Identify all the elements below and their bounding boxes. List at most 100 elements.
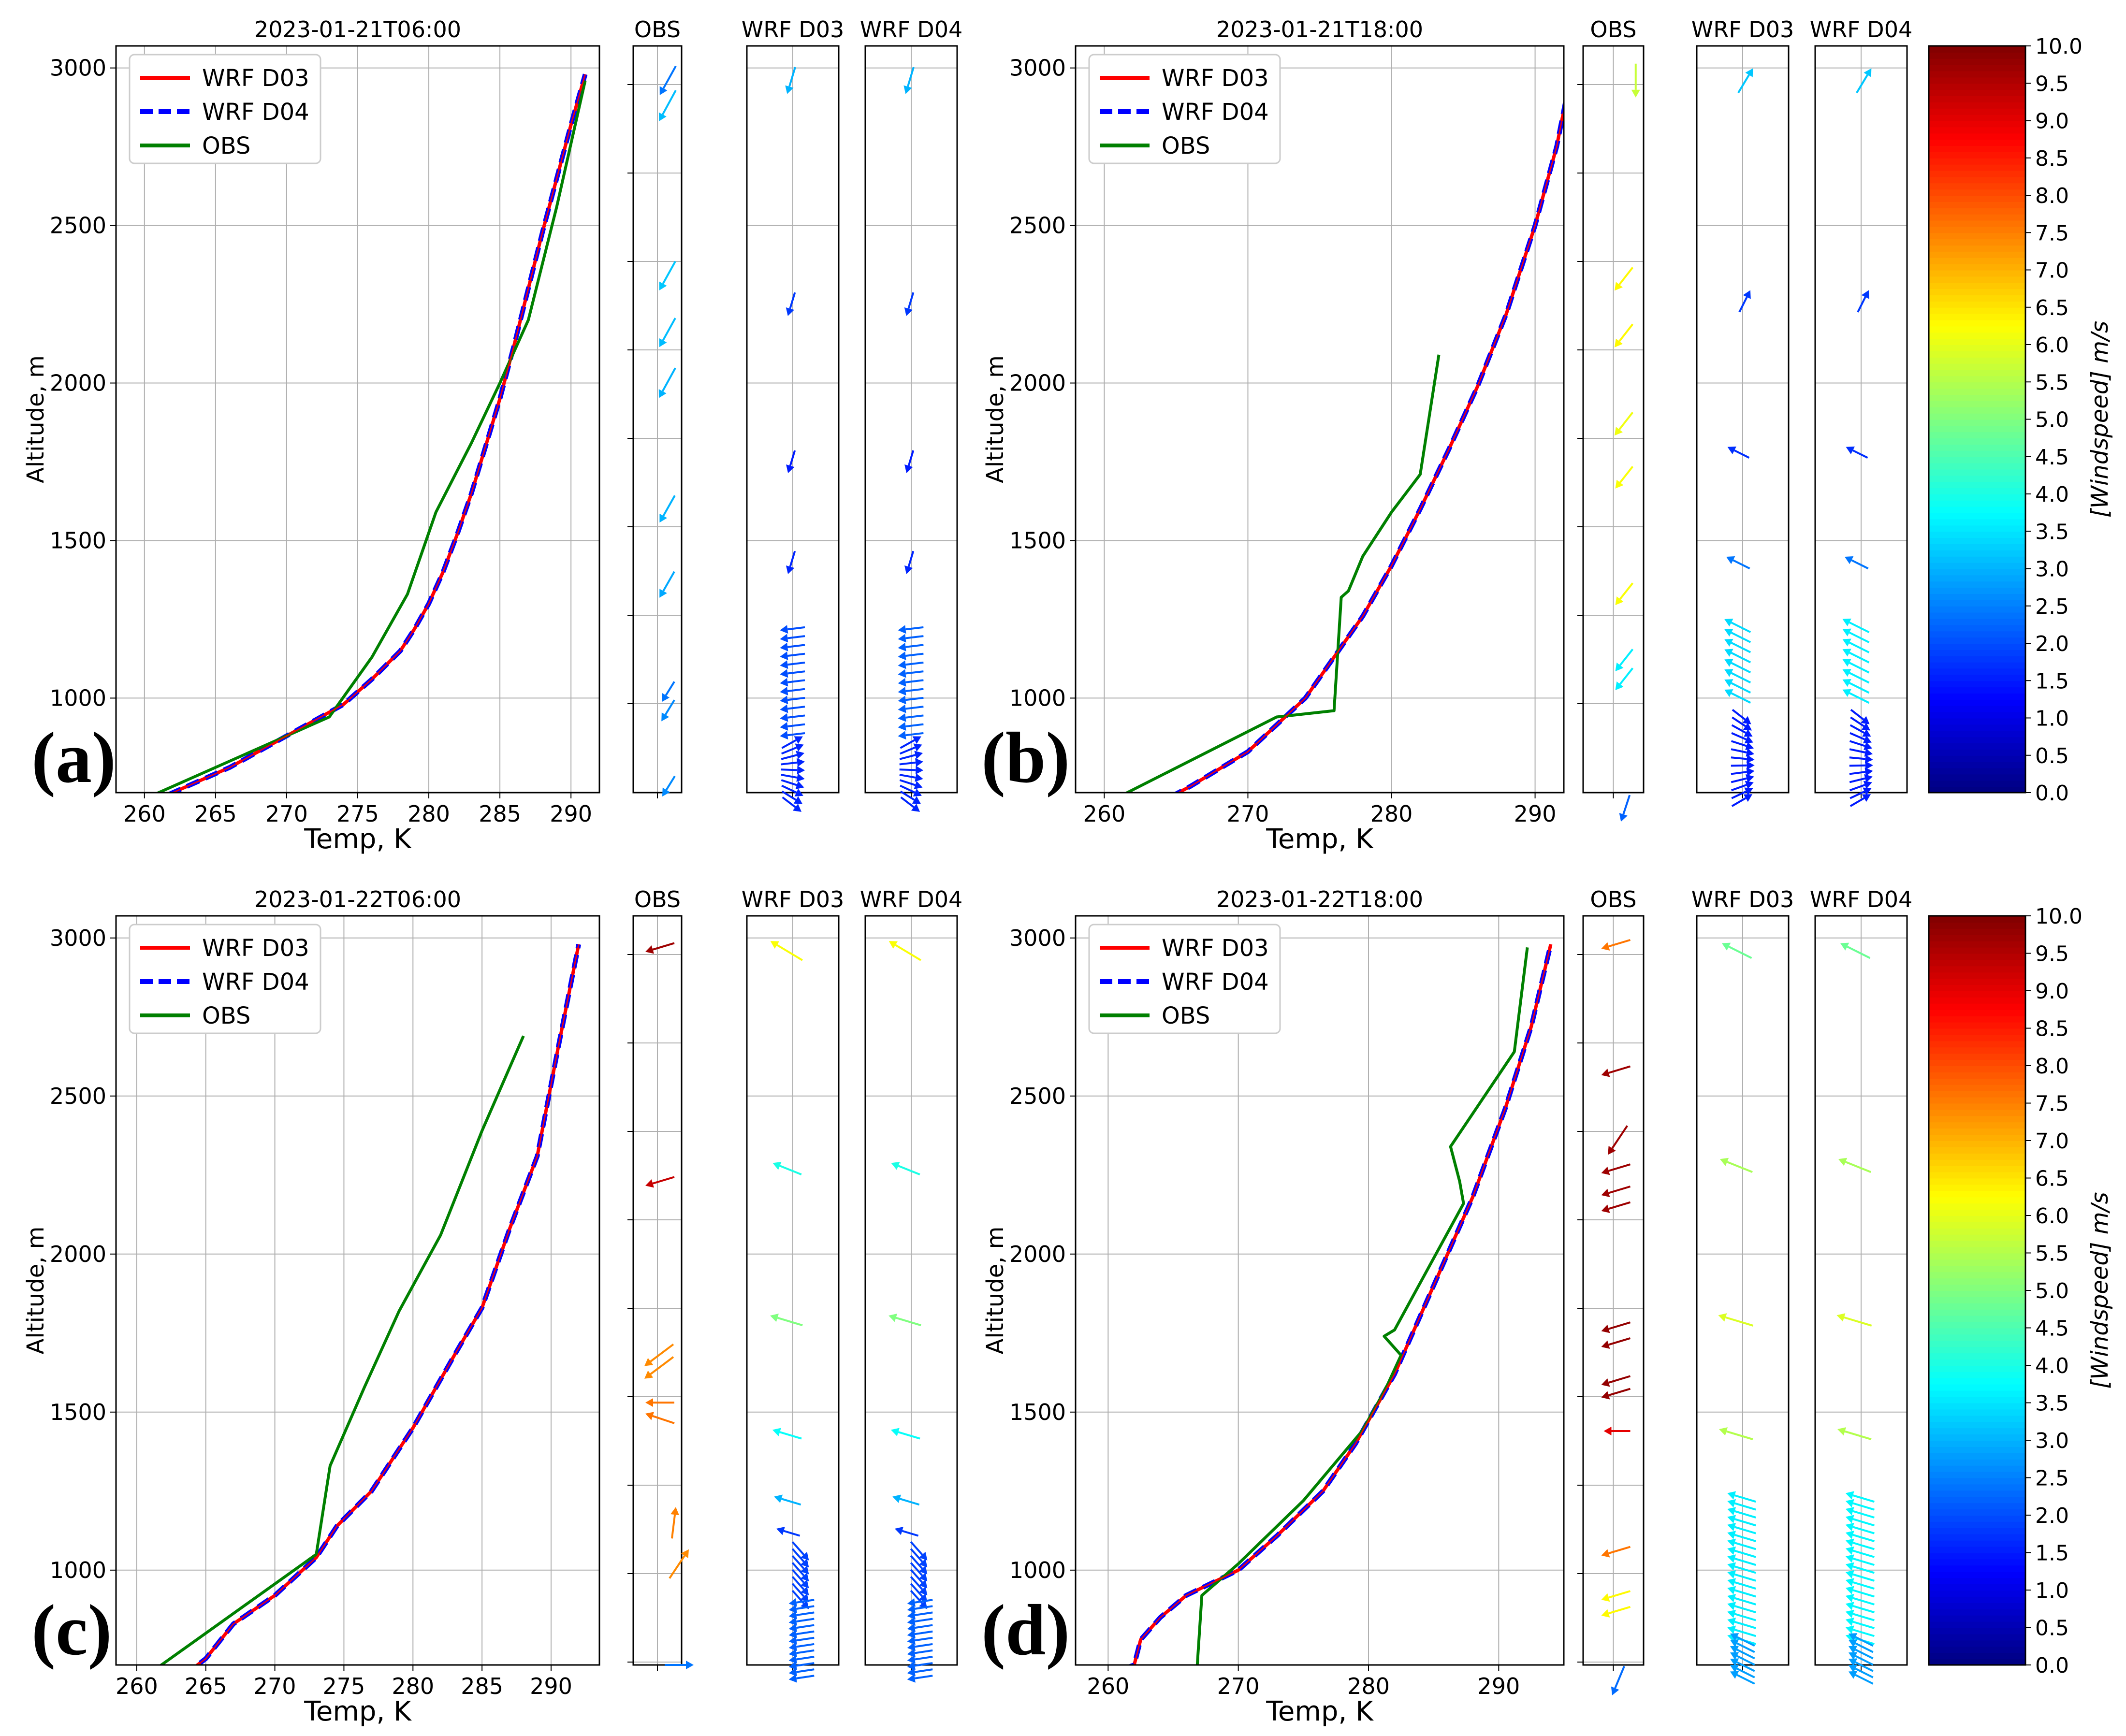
wind-arrow-head [1862, 729, 1871, 737]
colorbar-segment [1929, 1646, 2025, 1653]
wind-arrow-head [788, 1674, 797, 1683]
colorbar-segment [1929, 120, 2025, 128]
colorbar-segment [1929, 1590, 2025, 1597]
legend-box [1088, 924, 1281, 1034]
wind-arrow-head [1842, 649, 1851, 657]
wind-arrow [1845, 1609, 1875, 1621]
colorbar-segment [1929, 1097, 2025, 1104]
wind-arrow [1601, 1186, 1631, 1198]
colorbar-segment [1929, 525, 2025, 532]
wind-arrow [1842, 649, 1870, 664]
wind-arrow-head [1718, 1313, 1727, 1322]
wind-arrow-shaft [788, 67, 796, 87]
wind-arrow [1849, 732, 1872, 744]
wind-column-obs: OBS [627, 16, 683, 798]
wind-arrow-head [1727, 1546, 1736, 1555]
wind-arrow-head [797, 766, 805, 775]
wind-arrow [1719, 1157, 1753, 1173]
wind-arrow [907, 1674, 933, 1683]
wind-arrow-head [1601, 1609, 1610, 1618]
wind-arrow-shaft [910, 1583, 923, 1597]
colorbar-segment [1929, 1259, 2025, 1266]
wind-arrow-shaft [1849, 724, 1865, 734]
wind-arrow-head [788, 1617, 797, 1626]
wind-arrow [1848, 1658, 1874, 1672]
y-tick-label: 2000 [1009, 1241, 1066, 1267]
wind-arrow-shaft [796, 1599, 815, 1604]
wind-column-wrf-d03: WRF D03 [742, 16, 844, 812]
wind-arrow [1727, 1570, 1756, 1582]
wind-arrow-head [1845, 1507, 1854, 1516]
colorbar-segment [1929, 282, 2025, 289]
wind-arrow [1731, 774, 1754, 783]
wind-arrow-head [1744, 735, 1753, 744]
y-tick-label: 1000 [1009, 1557, 1066, 1583]
wind-arrow-shaft [1622, 795, 1631, 815]
colorbar-segment [1929, 189, 2025, 196]
wind-arrow-head [801, 1559, 809, 1568]
colorbar-tick-label: 7.0 [2035, 259, 2069, 283]
wind-arrow-head [915, 758, 923, 767]
wind-arrow-shaft [1852, 1502, 1875, 1511]
wind-arrow-head [1727, 1515, 1736, 1523]
wind-arrow-head [898, 642, 906, 651]
colorbar-segment [1929, 301, 2025, 308]
colorbar-tick-label: 8.5 [2035, 146, 2069, 171]
wind-arrow-head [1724, 638, 1733, 647]
colorbar-segment [1929, 991, 2025, 998]
wind-arrow [1838, 1157, 1871, 1173]
legend-label: WRF D04 [1162, 969, 1269, 996]
colorbar-segment [1929, 413, 2025, 420]
wind-arrow [888, 941, 921, 961]
wind-arrow [788, 1674, 815, 1683]
wind-arrow [907, 1598, 933, 1607]
colorbar-segment [1929, 195, 2025, 202]
wind-arrow-shaft [905, 732, 924, 737]
wind-arrow-shaft [1852, 1565, 1875, 1574]
colorbar-tick-label: 6.5 [2035, 1167, 2069, 1191]
x-tick-label: 260 [1083, 801, 1126, 827]
colorbar-segment [1929, 1608, 2025, 1616]
colorbar-segment [1929, 400, 2025, 407]
wind-arrow [644, 1356, 674, 1379]
x-tick-label: 280 [1370, 801, 1413, 827]
wind-arrow-head [1845, 1578, 1854, 1587]
wind-arrow-head [1845, 1554, 1854, 1563]
x-tick-label: 270 [254, 1673, 296, 1699]
wind-arrow [791, 1562, 809, 1581]
x-tick-label: 270 [265, 801, 308, 827]
wind-arrow [774, 1494, 801, 1506]
wind-arrow-shaft [915, 1624, 933, 1629]
colorbar-tick-label: 3.0 [2035, 1429, 2069, 1453]
colorbar-segment [1929, 1034, 2025, 1042]
wind-arrow-shaft [789, 450, 796, 466]
wind-arrow-head [645, 1179, 654, 1188]
wind-arrow-head [914, 781, 923, 790]
wind-arrow [1848, 1652, 1874, 1666]
wind-arrow [1849, 724, 1871, 737]
wind-arrows [1601, 939, 1631, 1695]
wind-arrow [1727, 1522, 1756, 1534]
wind-arrow [1849, 794, 1871, 807]
wind-arrow-head [801, 1579, 809, 1589]
wind-arrow [780, 660, 805, 669]
wind-arrow-shaft [1849, 784, 1865, 792]
wind-arrow [645, 1398, 674, 1407]
colorbar-segment [1929, 1390, 2025, 1397]
wind-arrow-head [1848, 1633, 1858, 1641]
wind-arrow-shaft [1734, 1629, 1756, 1637]
wind-arrow [659, 260, 676, 290]
wind-arrow [1738, 290, 1751, 313]
wind-arrow-shaft [1852, 1629, 1875, 1637]
colorbar-segment [1929, 83, 2025, 90]
wind-arrow [1601, 1201, 1631, 1213]
colorbar-segment [1929, 71, 2025, 78]
wind-arrow [786, 292, 796, 316]
panel-letter: (b) [981, 718, 1070, 798]
wind-arrow-head [1611, 1686, 1619, 1695]
wind-arrow [1727, 1491, 1756, 1503]
panel-d: 260 270 280 290 1000 1500 2000 2500 3000 2023-01-… [981, 886, 1912, 1727]
wind-arrow-head [659, 281, 667, 290]
wind-arrow-shaft [1734, 1565, 1756, 1574]
wind-arrow-head [1864, 767, 1873, 777]
